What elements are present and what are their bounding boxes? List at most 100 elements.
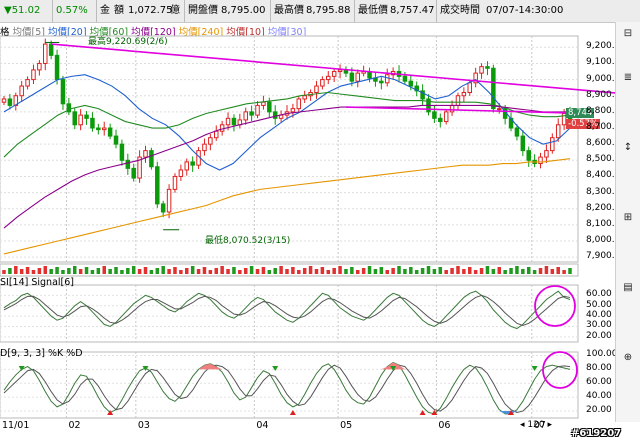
candle-body <box>414 85 419 92</box>
zoom-right-icon[interactable]: ▸ <box>547 420 552 430</box>
rsi-series-line <box>3 290 571 330</box>
volume-bar <box>409 267 413 274</box>
volume-bar <box>503 270 507 274</box>
ma-legend-item: 均價[30] <box>264 27 307 38</box>
resize-icon[interactable]: ↕ <box>623 142 633 153</box>
candle-body <box>272 111 278 119</box>
candle-body <box>473 72 478 84</box>
candle-body <box>225 117 231 126</box>
candle-body <box>155 166 160 205</box>
candle-body <box>302 95 307 100</box>
volume-bar <box>43 266 48 274</box>
candle-body <box>78 114 83 126</box>
volume-bar <box>420 268 425 274</box>
y-tick-label: 8,700.00 <box>586 122 627 132</box>
candle-body <box>107 127 113 137</box>
volume-bar <box>308 266 313 274</box>
collapse-icon[interactable]: ⊟ <box>623 28 633 39</box>
low-value: 8,757.47 <box>390 5 435 16</box>
zoom-arrow-icon[interactable]: ◂ <box>520 420 525 430</box>
volume-bar <box>72 266 77 274</box>
kd-legend: D[9, 3, 3] %K %D <box>0 348 83 359</box>
candle-body <box>479 66 484 74</box>
volume-bar <box>285 269 289 274</box>
candle-body <box>379 80 384 84</box>
volume-bar <box>8 268 12 274</box>
kd-sell-marker <box>18 366 25 371</box>
y-tick-label: 80.00 <box>586 363 612 374</box>
volume-bar <box>126 268 130 274</box>
time-value: 07/07-14:30:00 <box>486 5 564 16</box>
kd-sell-marker <box>390 366 397 371</box>
volume-bar <box>379 267 384 274</box>
volume-bar <box>391 268 395 274</box>
candle-body <box>255 104 260 116</box>
candle-body <box>66 103 72 113</box>
watermark: #619207 <box>571 428 622 439</box>
candle-body <box>72 111 78 126</box>
volume-bar <box>562 270 566 274</box>
volume-bar <box>320 267 325 274</box>
volume-bar <box>314 269 319 274</box>
volume-bar <box>473 270 478 274</box>
candle-body <box>449 104 455 113</box>
candle-body <box>208 137 213 145</box>
kd-series-line <box>3 364 571 413</box>
y-tick-label: 60.00 <box>586 289 612 300</box>
list-icon[interactable]: ≣ <box>623 72 633 83</box>
volume-bar <box>344 269 348 274</box>
volume-bar <box>438 267 443 274</box>
candle-body <box>355 72 361 82</box>
candle-body <box>178 169 184 177</box>
toolbar-strip: ⊟ ≣ ↕ ⊞ ▤ ⊕ <box>615 22 640 422</box>
candle-body <box>37 62 42 71</box>
volume-bar <box>238 270 242 274</box>
panel-icon[interactable]: ▤ <box>623 282 633 293</box>
ma-legend-list: 均價[5] 均價[20] 均價[60] 均價[120] 均價[240] 均價[1… <box>13 27 307 38</box>
volume-bar <box>173 267 177 274</box>
candle-body <box>101 127 107 131</box>
volume-bar <box>149 270 154 274</box>
volume-bar <box>232 267 236 274</box>
ma-legend-item: 均價[20] <box>45 27 87 38</box>
expand-icon[interactable]: ⊞ <box>623 212 633 223</box>
volume-bar <box>55 267 59 274</box>
volume-bar <box>397 266 401 274</box>
x-tick-label: 11/01 <box>2 420 30 431</box>
high-value: 8,795.88 <box>306 5 351 16</box>
y-tick-label: 20.00 <box>586 330 612 341</box>
low-annotation: 最低8,070.52(3/15) <box>205 236 291 246</box>
y-tick-label: 8,100.00 <box>586 218 627 229</box>
candle-body <box>184 161 190 171</box>
volume-bar <box>568 268 572 274</box>
volume-bar <box>456 266 460 274</box>
zoom-control[interactable]: ◂ 120 ▸ <box>520 420 552 430</box>
volume-bar <box>432 269 437 274</box>
price-legend: 格 均價[5] 均價[20] 均價[60] 均價[120] 均價[240] 均價… <box>0 24 306 38</box>
y-tick-label: 8,300.00 <box>586 186 627 197</box>
candle-body <box>290 108 296 113</box>
volume-bar <box>185 268 189 274</box>
candle-body <box>190 161 195 166</box>
zoom-icon[interactable]: ⊕ <box>623 352 633 363</box>
y-tick-label: 8,400.00 <box>586 170 627 181</box>
candle-body <box>514 127 520 137</box>
volume-bar <box>515 266 519 274</box>
volume-bar <box>114 267 118 274</box>
candle-body <box>231 117 237 126</box>
volume-bar <box>338 266 342 274</box>
candle-body <box>538 156 543 165</box>
volume-bar <box>355 270 360 274</box>
kd-buy-marker <box>419 410 426 415</box>
volume-bar <box>61 270 65 274</box>
low-label: 最低價 <box>354 0 388 22</box>
kd-highlight-circle <box>542 351 578 389</box>
candle-body <box>137 156 142 179</box>
candle-body <box>384 74 390 84</box>
volume-bar <box>137 269 142 274</box>
ma-legend-item: 均價[240] <box>175 27 224 38</box>
volume-bar <box>226 269 230 274</box>
candle-body <box>213 130 219 139</box>
volume-bar <box>196 269 201 274</box>
